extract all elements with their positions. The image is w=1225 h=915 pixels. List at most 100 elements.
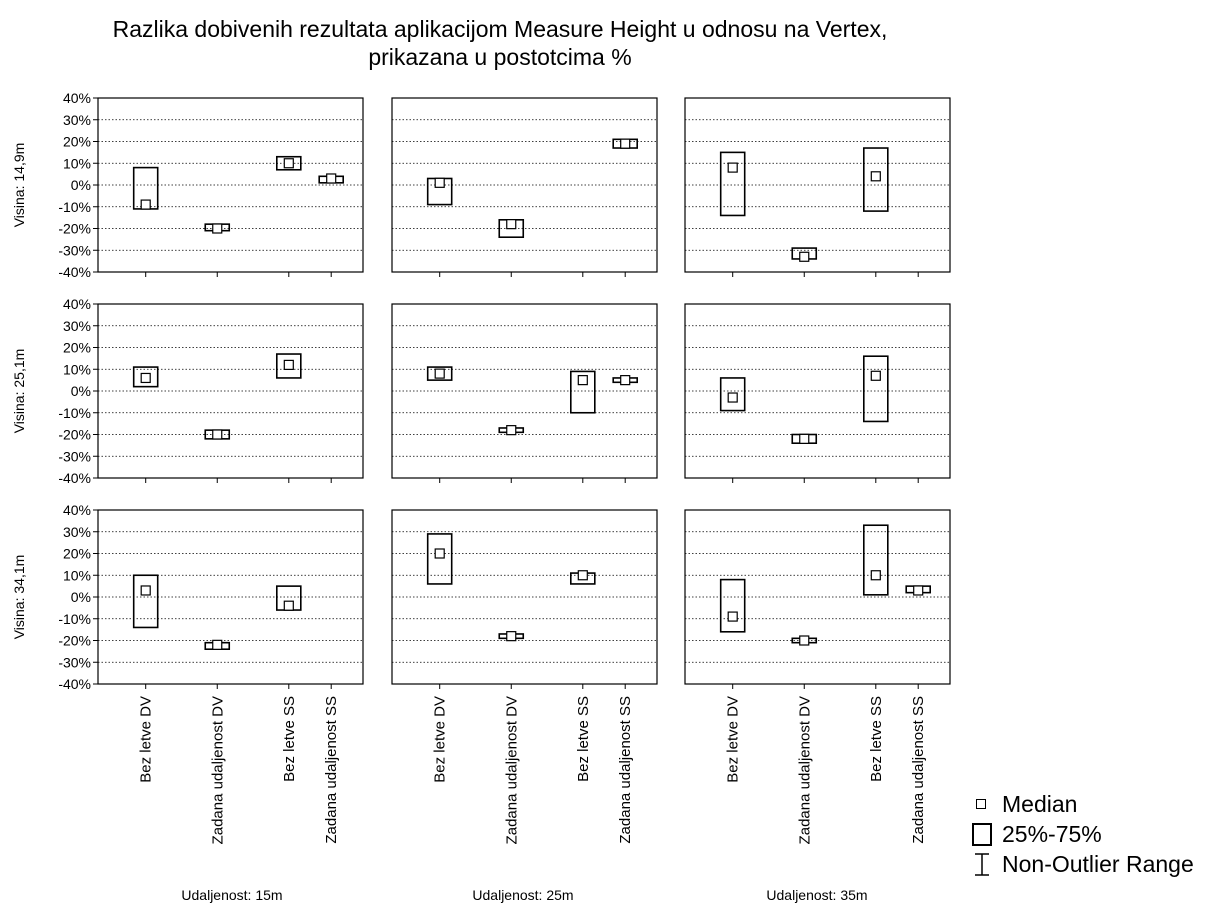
median-marker — [434, 548, 445, 559]
row-label: Visina: 25,1m — [11, 349, 27, 434]
box-iqr — [862, 355, 889, 423]
category-label: Bez letve DV — [432, 696, 449, 783]
y-tick-label: -30% — [58, 242, 91, 258]
legend-label-box: 25%-75% — [1002, 821, 1102, 847]
y-tick-label: 20% — [63, 546, 91, 562]
median-marker — [799, 635, 810, 646]
y-tick-label: 20% — [63, 340, 91, 356]
median-marker — [212, 223, 223, 234]
y-tick-label: -40% — [58, 470, 91, 486]
median-marker — [506, 219, 517, 230]
y-tick-label: -20% — [58, 427, 91, 443]
legend-label-range: Non-Outlier Range — [1002, 851, 1194, 877]
category-label: Bez letve DV — [725, 696, 742, 783]
column-label-25m: Udaljenost: 25m — [472, 887, 574, 903]
y-tick-label: -40% — [58, 676, 91, 692]
median-marker — [620, 138, 631, 149]
median-marker — [577, 570, 588, 581]
box-iqr — [132, 366, 159, 388]
median-marker — [434, 368, 445, 379]
median-marker — [913, 585, 924, 596]
median-marker — [870, 570, 881, 581]
median-marker — [140, 372, 151, 384]
y-tick-label: 10% — [63, 155, 91, 171]
median-square-icon — [976, 799, 986, 809]
median-marker — [799, 433, 810, 444]
category-label: Zadana udaljenost DV — [796, 696, 813, 844]
category-label: Zadana udaljenost SS — [323, 696, 340, 844]
median-marker — [506, 631, 517, 642]
panel-frame — [391, 303, 658, 479]
chart-title-line-1: Razlika dobivenih rezultata aplikacijom … — [112, 16, 888, 42]
median-marker — [577, 375, 588, 386]
median-marker — [506, 425, 517, 436]
median-marker — [212, 429, 223, 440]
y-tick-label: -20% — [58, 221, 91, 237]
median-marker — [283, 600, 294, 611]
y-tick-label: 0% — [71, 589, 91, 605]
column-label-35m: Udaljenost: 35m — [766, 887, 868, 903]
panel-frame — [684, 303, 951, 479]
median-marker — [326, 173, 337, 184]
median-marker — [727, 162, 738, 173]
box-iqr — [719, 377, 746, 412]
box-iqr — [426, 533, 453, 585]
median-marker — [870, 370, 881, 381]
median-marker — [799, 251, 810, 262]
box-rectangle-icon — [972, 823, 992, 846]
box-iqr — [275, 353, 302, 379]
category-label: Zadana udaljenost SS — [910, 696, 927, 844]
box-iqr — [719, 578, 746, 633]
y-tick-label: -10% — [58, 611, 91, 627]
y-tick-label: -20% — [58, 633, 91, 649]
panel-frame — [391, 97, 658, 273]
box-iqr — [275, 155, 302, 171]
y-tick-label: -40% — [58, 264, 91, 280]
category-label: Bez letve DV — [138, 696, 155, 783]
median-marker — [283, 158, 294, 169]
y-tick-label: 40% — [63, 90, 91, 106]
row-label: Visina: 34,1m — [11, 555, 27, 640]
category-label: Zadana udaljenost SS — [617, 696, 634, 844]
y-tick-label: 30% — [63, 112, 91, 128]
y-tick-label: 0% — [71, 177, 91, 193]
category-label: Bez letve SS — [281, 696, 298, 782]
y-tick-label: 40% — [63, 502, 91, 518]
panel-frame — [684, 97, 951, 273]
panel-frame — [391, 509, 658, 685]
category-label: Bez letve SS — [575, 696, 592, 782]
median-marker — [140, 585, 151, 596]
panel-frame — [684, 509, 951, 685]
y-tick-label: 40% — [63, 296, 91, 312]
y-tick-label: 20% — [63, 134, 91, 150]
box-iqr — [862, 524, 889, 596]
y-tick-label: -10% — [58, 199, 91, 215]
column-label-15m: Udaljenost: 15m — [181, 887, 283, 903]
median-marker — [727, 611, 738, 622]
y-tick-label: 10% — [63, 361, 91, 377]
range-whisker-icon — [972, 853, 992, 876]
median-marker — [620, 375, 631, 386]
category-label: Zadana udaljenost DV — [209, 696, 226, 844]
chart-title-line-2: prikazana u postotcima % — [368, 44, 632, 70]
median-marker — [283, 359, 294, 370]
median-marker — [727, 392, 738, 403]
row-label: Visina: 14,9m — [11, 143, 27, 228]
box-iqr — [569, 370, 596, 414]
y-tick-label: 30% — [63, 524, 91, 540]
median-marker — [870, 171, 881, 182]
y-tick-label: -10% — [58, 405, 91, 421]
legend-label-median: Median — [1002, 791, 1078, 817]
box-iqr — [862, 147, 889, 212]
median-marker — [434, 177, 445, 188]
y-tick-label: 0% — [71, 383, 91, 399]
box-iqr — [719, 151, 746, 217]
y-tick-label: -30% — [58, 448, 91, 464]
median-marker — [212, 639, 223, 650]
y-tick-label: 10% — [63, 567, 91, 583]
category-label: Zadana udaljenost DV — [503, 696, 520, 844]
y-tick-label: 30% — [63, 318, 91, 334]
category-label: Bez letve SS — [868, 696, 885, 782]
box-iqr — [426, 366, 453, 381]
